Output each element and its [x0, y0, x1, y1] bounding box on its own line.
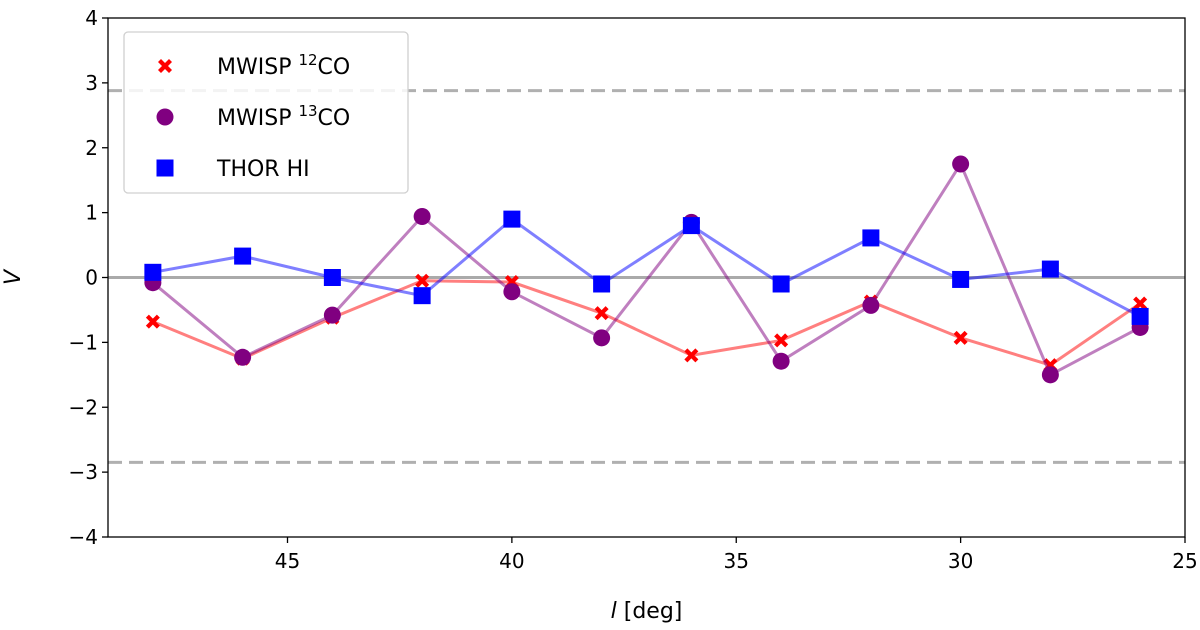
y-tick-label: −1 — [69, 330, 98, 354]
legend-entry: MWISP 13CO — [217, 102, 350, 131]
series-line — [151, 160, 1141, 377]
x-tick-label: 35 — [724, 549, 749, 573]
data-point — [684, 348, 699, 363]
data-point — [862, 296, 880, 314]
y-axis: −4 −3 −2 −1 0 1 2 3 4 — [69, 6, 108, 549]
x-axis: 45 40 35 30 25 — [275, 537, 1198, 573]
series-thor-hi — [144, 210, 1149, 325]
data-point — [415, 273, 430, 288]
x-tick-label: 30 — [948, 549, 973, 573]
data-point — [593, 329, 611, 347]
legend-entry: THOR HI — [216, 157, 310, 182]
data-point — [862, 229, 880, 247]
y-tick-label: −2 — [69, 395, 98, 419]
data-point — [323, 269, 341, 286]
y-tick-label: 1 — [85, 201, 98, 225]
data-point — [1041, 260, 1059, 278]
legend-marker — [158, 59, 172, 73]
data-point — [682, 217, 700, 235]
legend-box — [123, 31, 409, 194]
data-point — [772, 352, 790, 370]
data-point — [952, 155, 970, 173]
data-point — [323, 306, 341, 324]
data-point — [774, 333, 789, 348]
x-tick-label: 25 — [1172, 549, 1197, 573]
y-tick-label: −3 — [69, 460, 98, 484]
series-mwisp-12co — [145, 273, 1148, 373]
legend-marker — [156, 159, 174, 177]
series-layer — [144, 155, 1149, 384]
series-line — [152, 279, 1141, 367]
data-point — [503, 283, 521, 301]
legend: MWISP 12CO MWISP 13CO THOR HI — [123, 31, 409, 194]
data-point — [503, 210, 521, 228]
data-point — [234, 247, 252, 265]
data-point — [952, 270, 970, 288]
legend-entry: MWISP 12CO — [217, 51, 350, 80]
data-point — [953, 330, 968, 345]
data-point — [413, 208, 431, 226]
y-tick-label: −4 — [69, 525, 98, 549]
data-point — [1041, 366, 1059, 384]
y-axis-label: V — [1, 268, 26, 285]
data-point — [145, 314, 160, 329]
data-point — [1131, 307, 1149, 325]
y-tick-label: 4 — [85, 6, 98, 30]
data-point — [144, 263, 162, 281]
data-point — [593, 275, 611, 293]
data-point — [413, 287, 431, 305]
x-axis-label: l [deg] — [611, 599, 683, 624]
x-tick-label: 40 — [499, 549, 524, 573]
y-tick-label: 3 — [85, 71, 98, 95]
y-tick-label: 0 — [85, 266, 98, 290]
data-point — [1133, 296, 1148, 311]
series-mwisp-13co — [144, 155, 1149, 384]
series-line — [152, 217, 1141, 318]
data-point — [234, 348, 252, 366]
y-tick-label: 2 — [85, 136, 98, 160]
data-point — [594, 306, 609, 321]
data-point — [772, 275, 790, 293]
x-tick-label: 45 — [275, 549, 300, 573]
legend-marker — [156, 108, 174, 126]
